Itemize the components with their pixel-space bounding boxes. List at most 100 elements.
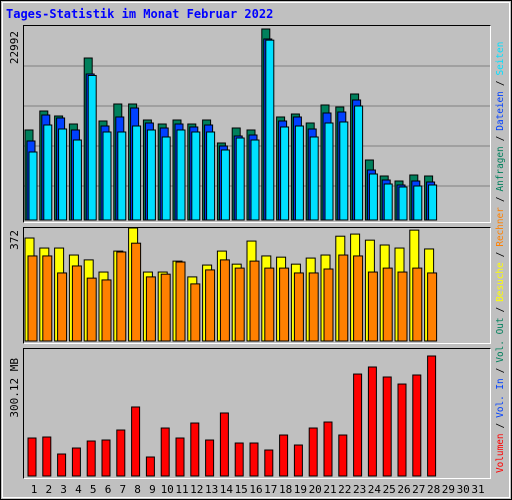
bar [412, 267, 423, 342]
x-tick-label: 25 [383, 483, 396, 496]
bar [338, 434, 348, 477]
bar [265, 39, 275, 221]
x-tick-label: 4 [75, 483, 82, 496]
x-tick-label: 23 [353, 483, 366, 496]
bar [42, 436, 52, 477]
bar [308, 427, 318, 477]
bar [323, 268, 334, 342]
x-tick-label: 17 [264, 483, 277, 496]
bar [190, 422, 200, 477]
x-tick-label: 27 [412, 483, 425, 496]
bar [101, 439, 111, 477]
bar [367, 271, 378, 342]
bar [264, 267, 275, 342]
bar [219, 259, 230, 342]
bar [145, 456, 155, 477]
y-tick-label: 22992 [8, 31, 21, 64]
bar [339, 121, 349, 221]
x-tick-label: 7 [119, 483, 126, 496]
bar [27, 255, 38, 342]
bar [397, 271, 408, 342]
x-tick-label: 2 [45, 483, 52, 496]
bar [57, 272, 68, 342]
bar [264, 449, 274, 477]
bar [191, 131, 201, 221]
bar [294, 125, 304, 221]
x-tick-label: 9 [149, 483, 156, 496]
bar [190, 283, 201, 342]
bar [72, 139, 82, 221]
bar [412, 374, 422, 477]
x-tick-label: 21 [323, 483, 336, 496]
chart-title: Tages-Statistik im Monat Februar 2022 [6, 7, 273, 21]
bar [234, 267, 245, 342]
x-tick-label: 20 [309, 483, 322, 496]
legend-separator: / [495, 136, 506, 142]
bar [116, 429, 126, 477]
bar [71, 447, 81, 477]
bar [353, 255, 364, 342]
bar [87, 74, 97, 221]
legend-separator: / [495, 307, 506, 313]
bar [398, 186, 408, 221]
legend-entry: Vol. In [495, 378, 506, 418]
x-tick-label: 19 [294, 483, 307, 496]
bar [117, 131, 127, 221]
bar [293, 444, 303, 477]
x-tick-label: 8 [134, 483, 141, 496]
bar [280, 126, 290, 221]
bar [382, 376, 392, 477]
bar [58, 128, 68, 221]
bar [28, 151, 38, 221]
bar [206, 131, 216, 221]
bar [368, 173, 378, 221]
x-tick-label: 13 [205, 483, 218, 496]
legend-entry: Volumen [495, 433, 506, 473]
x-tick-label: 11 [175, 483, 188, 496]
x-tick-label: 31 [471, 483, 484, 496]
bar [427, 355, 437, 477]
x-tick-label: 5 [90, 483, 97, 496]
x-tick-label: 14 [220, 483, 234, 496]
bar [279, 267, 290, 342]
bar [249, 260, 260, 342]
x-tick-label: 22 [338, 483, 351, 496]
bar [101, 279, 112, 342]
bar [42, 255, 53, 342]
legend-separator: / [495, 368, 506, 374]
bar [57, 453, 67, 477]
x-tick-label: 24 [368, 483, 382, 496]
bar [146, 129, 156, 221]
x-tick-label: 1 [31, 483, 38, 496]
panel-bevel [23, 25, 491, 223]
legend-entry: Vol. Out [495, 318, 506, 363]
bar [175, 261, 186, 342]
bar [176, 129, 186, 221]
x-tick-label: 10 [161, 483, 174, 496]
bar [235, 137, 245, 221]
legend-entry: Besuche [495, 262, 506, 302]
bar [102, 131, 112, 221]
legend-separator: / [495, 81, 506, 87]
bar [43, 124, 53, 221]
x-tick-label: 16 [249, 483, 262, 496]
x-tick-label: 30 [457, 483, 470, 496]
legend: Volumen / Vol. In / Vol. Out / Besuche / Rechner… [495, 42, 506, 473]
bar [131, 242, 142, 342]
bar [427, 272, 438, 342]
bar [309, 136, 319, 221]
bar [250, 139, 260, 221]
bar [428, 184, 438, 221]
bar [279, 434, 289, 477]
bar [324, 122, 334, 221]
x-tick-label: 26 [397, 483, 410, 496]
bar [397, 383, 407, 477]
bar [116, 251, 127, 342]
bar [234, 442, 244, 477]
legend-separator: / [495, 423, 506, 429]
bar [383, 183, 393, 221]
bar [323, 421, 333, 477]
bar [145, 276, 156, 342]
x-tick-label: 6 [105, 483, 112, 496]
legend-entry: Anfragen [495, 146, 506, 191]
